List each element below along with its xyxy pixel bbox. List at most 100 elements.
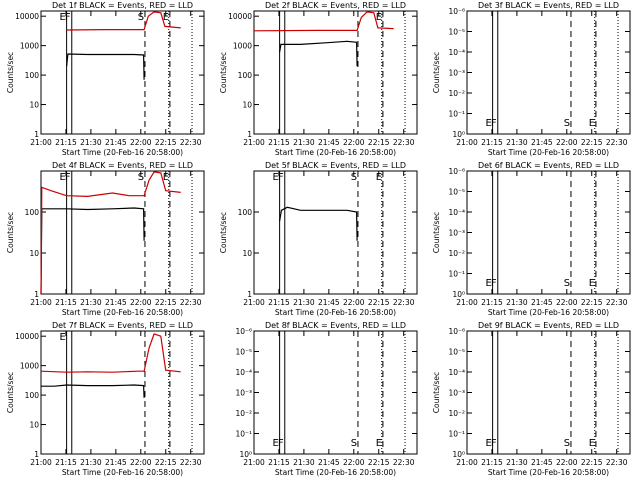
y-axis-label: Counts/sec bbox=[6, 52, 15, 93]
panel-det-1: Det 1f BLACK = Events, RED = LLD 1 10 100 10… bbox=[6, 1, 205, 157]
y-axis-label: Counts/sec bbox=[432, 212, 441, 253]
y-tick-label: 10⁻⁵ bbox=[448, 348, 465, 357]
x-axis-label: Start Time (20-Feb-16 20:58:00) bbox=[488, 148, 609, 157]
marker-label: F bbox=[491, 438, 497, 449]
marker-label: F bbox=[491, 118, 497, 129]
x-tick-label: 21:30 bbox=[293, 138, 315, 147]
plot-frame bbox=[40, 170, 205, 295]
x-tick-label: 22:00 bbox=[343, 298, 365, 307]
y-tick-label: 10 bbox=[242, 101, 252, 110]
y-tick-label: 100 bbox=[25, 208, 40, 217]
y-axis-label: Counts/sec bbox=[432, 52, 441, 93]
series-line-events bbox=[279, 206, 358, 241]
y-tick-label: 100 bbox=[25, 391, 40, 400]
x-tick-label: 21:30 bbox=[506, 138, 528, 147]
x-tick-label: 21:45 bbox=[105, 298, 127, 307]
y-tick-label: 10 bbox=[29, 249, 39, 258]
chart-title: Det 9f BLACK = Events, RED = LLD bbox=[478, 321, 619, 330]
x-tick-label: 22:00 bbox=[556, 298, 578, 307]
x-tick-label: 22:00 bbox=[130, 298, 152, 307]
y-tick-label: 10⁻¹ bbox=[235, 430, 252, 439]
marker-label: E bbox=[272, 172, 278, 183]
y-tick-label: 10⁻³ bbox=[448, 69, 465, 78]
x-tick-label: 22:30 bbox=[393, 138, 415, 147]
panel-det-4: Det 4f BLACK = Events, RED = LLD 1 10 100 Co… bbox=[6, 161, 205, 317]
x-axis-label: Start Time (20-Feb-16 20:58:00) bbox=[275, 148, 396, 157]
x-tick-label: 22:30 bbox=[393, 298, 415, 307]
y-tick-label: 10⁻⁴ bbox=[448, 208, 465, 217]
x-tick-label: 22:30 bbox=[393, 458, 415, 467]
x-tick-label: 21:30 bbox=[506, 298, 528, 307]
x-tick-label: 22:15 bbox=[368, 138, 390, 147]
x-tick-label: 21:00 bbox=[243, 298, 265, 307]
marker-label: E bbox=[485, 118, 491, 129]
x-tick-label: 22:30 bbox=[180, 458, 202, 467]
marker-label: E bbox=[376, 438, 382, 449]
x-tick-label: 21:45 bbox=[531, 138, 553, 147]
x-tick-label: 22:00 bbox=[556, 138, 578, 147]
panel-det-5: Det 5f BLACK = Events, RED = LLD 1 10 100 Co… bbox=[219, 161, 418, 317]
series-line-events bbox=[41, 384, 145, 398]
y-tick-label: 10⁻⁴ bbox=[448, 48, 465, 57]
x-tick-label: 22:30 bbox=[180, 138, 202, 147]
x-tick-label: 21:15 bbox=[55, 298, 77, 307]
y-axis-label: Counts/sec bbox=[432, 372, 441, 413]
y-tick-label: 1 bbox=[34, 290, 39, 299]
y-tick-label: 1000 bbox=[233, 42, 252, 51]
y-tick-label: 10⁻⁶ bbox=[448, 7, 465, 16]
plot-frame bbox=[253, 330, 418, 455]
marker-label: S bbox=[564, 278, 570, 289]
x-tick-label: 21:30 bbox=[293, 298, 315, 307]
x-tick-label: 22:30 bbox=[606, 458, 628, 467]
y-tick-label: 10⁰ bbox=[452, 130, 465, 139]
y-tick-label: 10⁻³ bbox=[448, 229, 465, 238]
y-tick-label: 10⁻¹ bbox=[448, 430, 465, 439]
panel-det-8: Det 8f BLACK = Events, RED = LLD 10⁰ 10⁻¹ 1… bbox=[235, 321, 418, 477]
marker-label: F bbox=[65, 12, 71, 23]
x-tick-label: 21:00 bbox=[243, 138, 265, 147]
y-tick-label: 1 bbox=[247, 130, 252, 139]
x-axis-label: Start Time (20-Feb-16 20:58:00) bbox=[488, 468, 609, 477]
plot-frame bbox=[253, 10, 418, 135]
x-tick-label: 21:15 bbox=[268, 298, 290, 307]
y-tick-label: 10⁻¹ bbox=[448, 270, 465, 279]
x-tick-label: 22:00 bbox=[343, 458, 365, 467]
x-tick-label: 21:00 bbox=[456, 458, 478, 467]
y-tick-label: 100 bbox=[238, 208, 253, 217]
y-tick-label: 10⁻² bbox=[448, 89, 465, 98]
x-tick-label: 21:00 bbox=[243, 458, 265, 467]
marker-label: E bbox=[376, 12, 382, 23]
x-axis-label: Start Time (20-Feb-16 20:58:00) bbox=[62, 148, 183, 157]
series-line-lld bbox=[40, 333, 181, 373]
marker-label: F bbox=[65, 172, 71, 183]
chart-title: Det 4f BLACK = Events, RED = LLD bbox=[52, 161, 193, 170]
marker-label: E bbox=[589, 118, 595, 129]
marker-label: F bbox=[278, 438, 284, 449]
x-tick-label: 21:00 bbox=[30, 298, 52, 307]
x-tick-label: 21:15 bbox=[481, 298, 503, 307]
y-tick-label: 10⁻⁶ bbox=[448, 327, 465, 336]
marker-label: E bbox=[272, 438, 278, 449]
x-tick-label: 22:00 bbox=[556, 458, 578, 467]
y-axis-label: Counts/sec bbox=[219, 52, 228, 93]
x-tick-label: 21:45 bbox=[531, 298, 553, 307]
chart-title: Det 3f BLACK = Events, RED = LLD bbox=[478, 1, 619, 10]
y-tick-label: 10⁻³ bbox=[448, 389, 465, 398]
y-tick-label: 10⁻¹ bbox=[448, 110, 465, 119]
marker-label: E bbox=[163, 12, 169, 23]
x-tick-label: 22:00 bbox=[343, 138, 365, 147]
y-tick-label: 1 bbox=[34, 450, 39, 459]
x-tick-label: 21:45 bbox=[318, 298, 340, 307]
chart-title: Det 6f BLACK = Events, RED = LLD bbox=[478, 161, 619, 170]
y-tick-label: 1 bbox=[247, 290, 252, 299]
y-tick-label: 10⁻² bbox=[448, 249, 465, 258]
y-tick-label: 1000 bbox=[20, 362, 39, 371]
x-tick-label: 22:15 bbox=[155, 298, 177, 307]
y-tick-label: 100 bbox=[25, 71, 40, 80]
y-tick-label: 10⁻⁴ bbox=[448, 368, 465, 377]
x-tick-label: 22:30 bbox=[606, 298, 628, 307]
chart-title: Det 7f BLACK = Events, RED = LLD bbox=[52, 321, 193, 330]
x-tick-label: 21:15 bbox=[268, 138, 290, 147]
x-axis-label: Start Time (20-Feb-16 20:58:00) bbox=[62, 308, 183, 317]
